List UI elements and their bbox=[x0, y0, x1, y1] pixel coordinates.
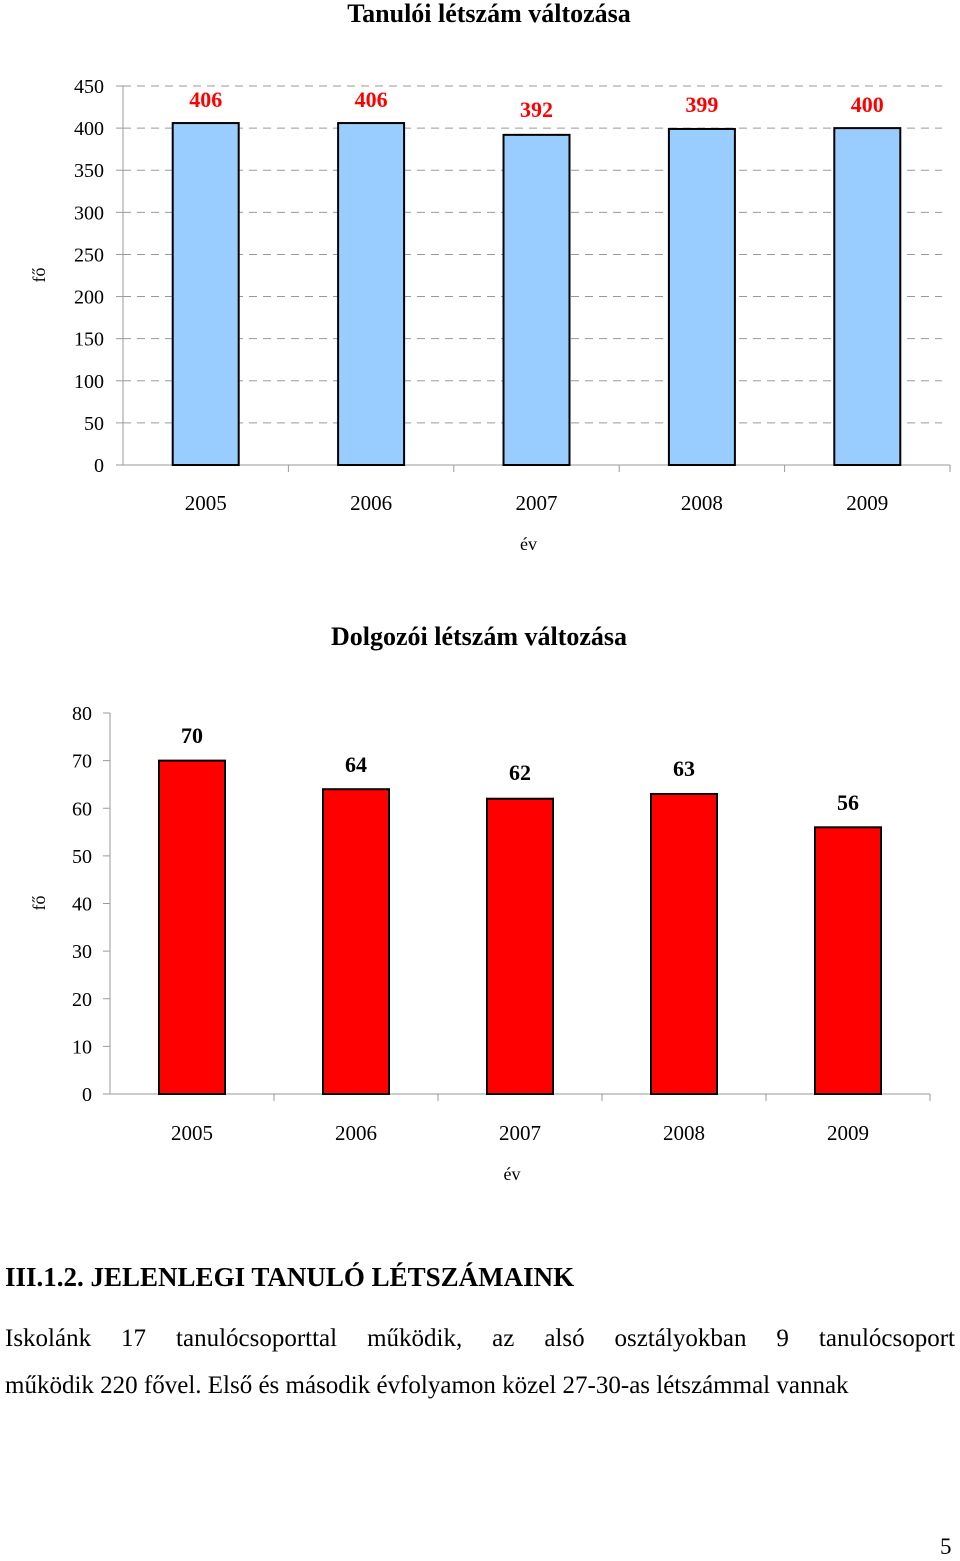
y-tick-label: 450 bbox=[74, 76, 104, 98]
chart-title: Tanulói létszám változása bbox=[347, 0, 631, 28]
y-tick-label: 50 bbox=[84, 413, 104, 435]
y-tick-label: 150 bbox=[74, 329, 104, 351]
bar bbox=[337, 122, 406, 467]
page-number: 5 bbox=[940, 1534, 952, 1559]
data-label: 56 bbox=[837, 790, 859, 815]
y-axis-label: fő bbox=[29, 896, 49, 911]
x-tick-label: 2007 bbox=[516, 491, 558, 515]
data-label: 70 bbox=[181, 723, 203, 748]
x-tick-label: 2007 bbox=[499, 1121, 541, 1145]
x-tick-label: 2009 bbox=[846, 491, 888, 515]
y-tick-label: 350 bbox=[74, 160, 104, 182]
y-tick-label: 50 bbox=[72, 846, 92, 868]
data-label: 399 bbox=[685, 92, 718, 117]
bar bbox=[814, 826, 882, 1096]
student-count-chart: Tanulói létszám változása 0 50 100 150 200 250… bbox=[0, 0, 960, 575]
data-label: 64 bbox=[345, 752, 367, 777]
y-tick-label: 0 bbox=[82, 1084, 92, 1106]
bar bbox=[322, 788, 390, 1095]
x-tick-label: 2008 bbox=[663, 1121, 705, 1145]
bar bbox=[833, 127, 902, 466]
bar bbox=[650, 792, 718, 1095]
staff-count-chart: Dolgozói létszám változása 0 10 20 30 40 50 60 7… bbox=[0, 610, 960, 1200]
x-axis-label: év bbox=[520, 534, 537, 554]
body-text-line: Iskolánk 17 tanulócsoporttal működik, az… bbox=[5, 1325, 955, 1352]
x-tick-label: 2009 bbox=[827, 1121, 869, 1145]
bar bbox=[667, 127, 736, 466]
x-tick-label: 2008 bbox=[681, 491, 723, 515]
x-tick-label: 2005 bbox=[185, 491, 227, 515]
y-axis-label: fő bbox=[29, 268, 49, 283]
x-tick-label: 2006 bbox=[335, 1121, 377, 1145]
x-tick-label: 2005 bbox=[171, 1121, 213, 1145]
chart-title: Dolgozói létszám változása bbox=[331, 622, 627, 651]
bar bbox=[158, 759, 226, 1095]
y-tick-label: 10 bbox=[72, 1036, 92, 1058]
x-tick-label: 2006 bbox=[350, 491, 392, 515]
body-text-line: működik 220 fővel. Első és második évfol… bbox=[5, 1372, 849, 1399]
data-label: 62 bbox=[509, 760, 531, 785]
y-tick-label: 30 bbox=[72, 941, 92, 963]
y-tick-label: 200 bbox=[74, 287, 104, 309]
x-axis-label: év bbox=[504, 1164, 521, 1184]
bar bbox=[502, 133, 571, 467]
y-tick-label: 20 bbox=[72, 989, 92, 1011]
data-label: 406 bbox=[189, 87, 222, 112]
y-tick-label: 250 bbox=[74, 244, 104, 266]
data-label: 406 bbox=[355, 87, 388, 112]
y-tick-label: 300 bbox=[74, 202, 104, 224]
y-tick-label: 70 bbox=[72, 751, 92, 773]
data-label: 63 bbox=[673, 756, 695, 781]
y-tick-label: 0 bbox=[94, 455, 104, 477]
bar bbox=[486, 797, 554, 1095]
y-tick-label: 80 bbox=[72, 703, 92, 725]
data-label: 400 bbox=[851, 92, 884, 117]
data-label: 392 bbox=[520, 97, 553, 122]
y-tick-label: 400 bbox=[74, 118, 104, 140]
y-tick-label: 60 bbox=[72, 798, 92, 820]
section-heading: III.1.2. JELENLEGI TANULÓ LÉTSZÁMAINK bbox=[5, 1262, 575, 1292]
y-tick-label: 100 bbox=[74, 371, 104, 393]
y-tick-label: 40 bbox=[72, 894, 92, 916]
bar bbox=[171, 122, 240, 467]
